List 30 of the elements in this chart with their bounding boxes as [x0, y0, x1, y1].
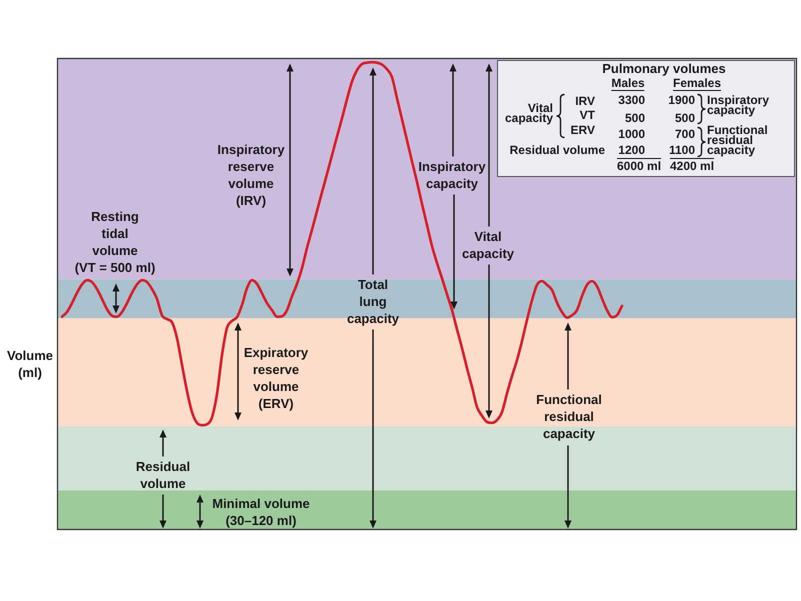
annotation: 4200 ml — [670, 158, 714, 173]
annotation: Inspiratory capacity — [418, 158, 486, 192]
annotation: 500 — [674, 111, 695, 125]
annotation: Vital capacity — [504, 101, 553, 125]
y-axis-title: Volume (ml) — [7, 347, 53, 381]
annotation: 1900 — [668, 93, 695, 107]
annotation: 700 — [674, 127, 695, 141]
annotation: Residual volume — [136, 458, 190, 492]
annotation: 1100 — [668, 143, 695, 157]
annotation: Resting tidal volume (VT = 500 ml) — [74, 208, 156, 276]
annotation: Total lung capacity — [346, 276, 400, 327]
annotation: Minimal volume (30–120 ml) — [212, 495, 310, 529]
annotation: Expiratory reserve volume (ERV) — [244, 344, 308, 412]
annotation: 500 — [624, 111, 645, 125]
annotation: Pulmonary volumes — [602, 61, 726, 76]
annotation: ERV — [570, 123, 595, 137]
annotation: Residual volume — [510, 143, 605, 157]
annotation: Inspiratory capacity — [707, 93, 770, 117]
annotation: Inspiratory reserve volume (IRV) — [217, 141, 285, 209]
annotation: 3300 — [618, 93, 645, 107]
annotation: Functional residual capacity — [536, 391, 602, 442]
annotation: IRV — [575, 94, 595, 108]
annotation: 1000 — [618, 127, 645, 141]
annotation: Vital capacity — [462, 228, 514, 262]
annotation: Females — [672, 76, 722, 91]
annotation: 6000 ml — [617, 158, 662, 173]
annotation: Males — [611, 76, 645, 91]
annotation: VT — [580, 108, 595, 122]
annotation: Functional residual capacity — [707, 123, 768, 157]
annotation: 1200 — [618, 143, 645, 157]
